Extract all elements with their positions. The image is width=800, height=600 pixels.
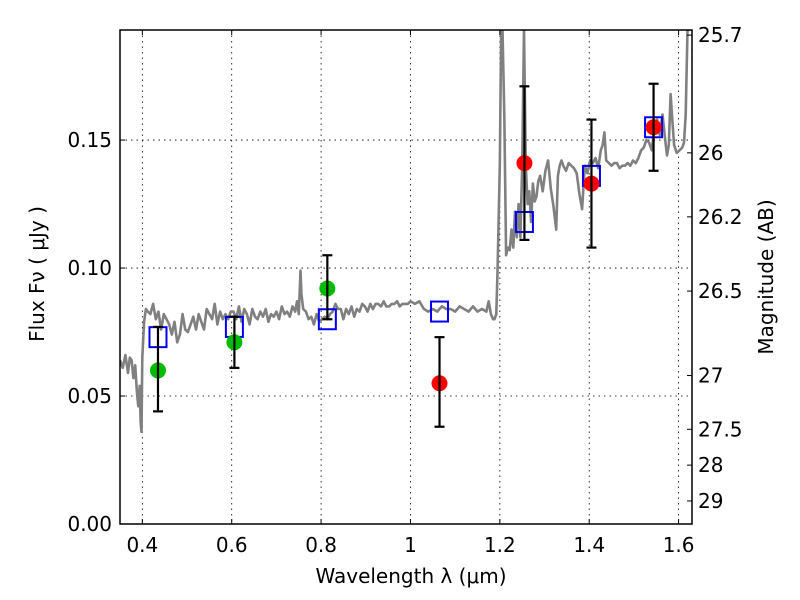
magnitude-tick-label: 26 (698, 141, 723, 165)
y-tick-label: 0.15 (67, 128, 112, 152)
x-tick-label: 1.4 (573, 533, 605, 557)
grid (120, 30, 692, 524)
plot-area (120, 30, 690, 434)
magnitude-tick-label: 26.2 (698, 205, 743, 229)
y-axis-right-label: Magnitude (AB) (754, 199, 778, 354)
y-tick-label: 0.00 (67, 512, 112, 536)
x-tick-label: 0.4 (126, 533, 158, 557)
x-tick-label: 0.8 (305, 533, 337, 557)
magnitude-tick-label: 28 (698, 453, 723, 477)
model-photometry-square (430, 300, 450, 323)
x-tick-label: 1 (404, 533, 417, 557)
x-axis-label: Wavelength λ (μm) (315, 564, 506, 588)
x-tick-label: 1.6 (663, 533, 695, 557)
axes-frame (119, 29, 693, 525)
x-tick-label: 1.2 (484, 533, 516, 557)
y-axis-label: Flux Fν ( μJy ) (25, 206, 49, 342)
ticks: 0.4 0.6 0.8 1 1.2 1.4 1.6 0.00 0.05 0.10 0.15 25.7 2… (67, 23, 742, 557)
x-tick-label: 0.6 (216, 533, 248, 557)
magnitude-tick-label: 29 (698, 489, 723, 513)
magnitude-tick-label: 27 (698, 364, 723, 388)
y-tick-label: 0.05 (67, 384, 112, 408)
magnitude-tick-label: 25.7 (698, 23, 743, 47)
magnitude-tick-label: 26.5 (698, 279, 743, 303)
model-spectrum-line (120, 30, 690, 434)
magnitude-tick-label: 27.5 (698, 417, 743, 441)
y-tick-label: 0.10 (67, 256, 112, 280)
